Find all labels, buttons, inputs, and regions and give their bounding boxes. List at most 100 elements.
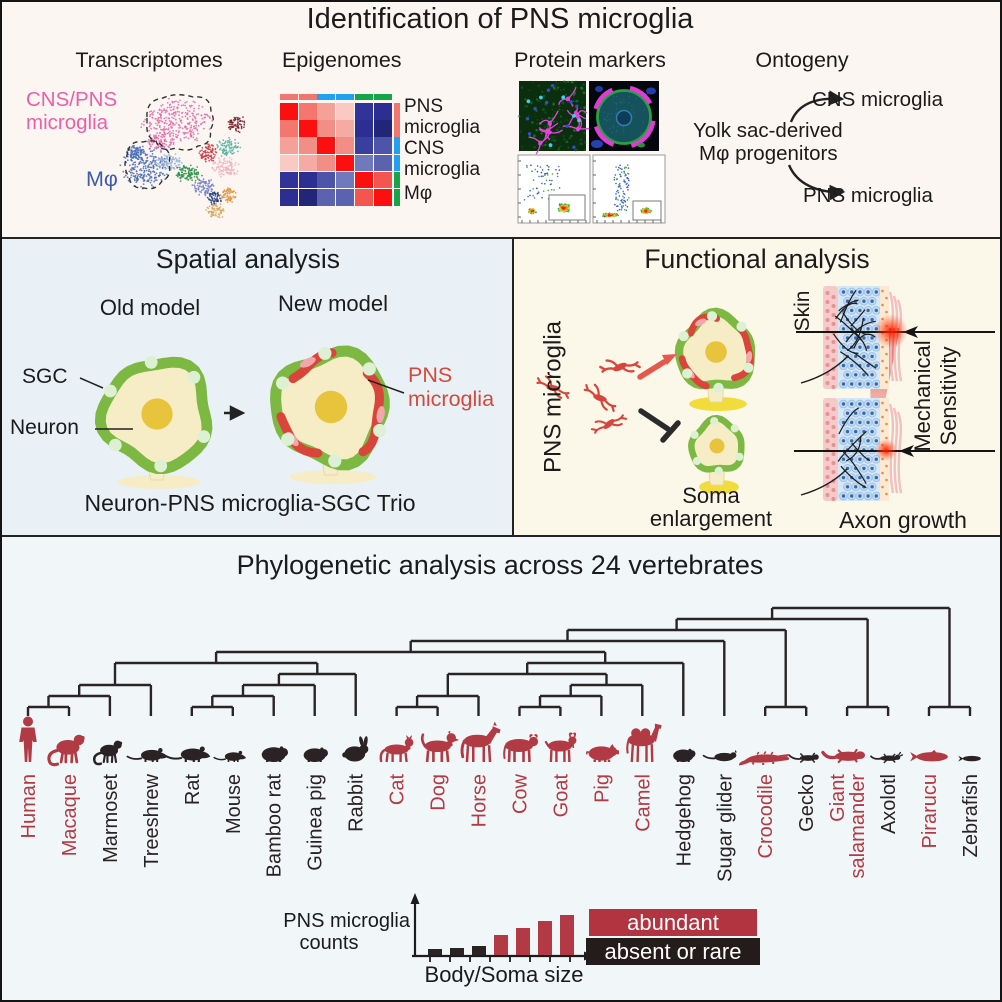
umap-outline-macrophage-cluster	[124, 140, 171, 190]
animal-label-goat: Goat	[550, 774, 572, 818]
animal-label-crocodile: Crocodile	[755, 774, 777, 858]
animal-silhouette-sugar-glider	[702, 749, 737, 762]
heatmap-column-group-bar	[354, 94, 373, 100]
mechanical-label-line1: Mechanical	[910, 340, 935, 452]
animal-silhouette-cow	[503, 734, 539, 763]
animal-silhouette-rat	[164, 746, 211, 762]
heatmap-cell	[354, 103, 373, 120]
normal-neuron	[688, 414, 745, 494]
animal-silhouette-dog	[420, 731, 460, 763]
heatmap-row-group-bar	[393, 137, 400, 154]
flow-cytometry-plot-left	[517, 154, 591, 224]
functional-title: Functional analysis	[644, 244, 870, 274]
inset-bar	[428, 949, 442, 955]
neuron-label: Neuron	[10, 416, 79, 439]
animal-label-macaque: Macaque	[59, 774, 81, 856]
animal-label-horse: Horse	[469, 774, 491, 827]
ontogeny-heading: Ontogeny	[755, 48, 849, 72]
heatmap-row-label-macrophage: Mφ	[404, 183, 433, 204]
umap-plot	[119, 97, 246, 219]
animal-label-treeshrew: Treeshrew	[141, 773, 163, 867]
animal-label-giant-salamander-line2: salamander	[847, 774, 869, 879]
animal-label-cow: Cow	[510, 773, 532, 814]
animal-label-zebrafish: Zebrafish	[960, 774, 982, 857]
old-model-neuron	[94, 355, 213, 489]
heatmap-column-group-bar	[280, 94, 299, 100]
heatmap-cell	[373, 120, 392, 137]
umap-label-cns-pns-line2: microglia	[26, 111, 109, 134]
animal-silhouette-mouse	[213, 750, 247, 762]
animal-label-dog: Dog	[428, 774, 450, 811]
inset-bar	[516, 928, 530, 955]
flow-cytometry-plot-right	[592, 154, 666, 224]
heatmap-row-group-bar	[393, 189, 400, 206]
heatmap-cell	[280, 171, 298, 189]
sensitivity-label-line2: Sensitivity	[936, 346, 961, 446]
animal-label-bamboo-rat: Bamboo rat	[264, 774, 286, 878]
heatmap-cell	[354, 189, 373, 206]
heatmap-cell	[373, 137, 392, 154]
arrow-to-pns-microglia	[787, 164, 846, 201]
heatmap-cell	[373, 103, 392, 120]
functional-pns-microglia-label: PNS microglia	[539, 320, 567, 474]
new-model-neuron	[270, 345, 390, 484]
pns-microglia-cell	[583, 383, 617, 412]
heatmap-cell	[317, 103, 336, 120]
heatmap-column-group-bar	[336, 94, 355, 100]
heatmap-cell	[373, 154, 392, 172]
heatmap-cell	[354, 120, 373, 137]
heatmap-row-group-bar	[393, 103, 400, 120]
activation-arrowhead	[662, 354, 677, 365]
heatmap-cell	[336, 137, 355, 154]
animal-silhouette-horse	[460, 721, 501, 763]
heatmap-cell	[317, 189, 336, 206]
animal-label-human: Human	[18, 774, 40, 838]
enlarged-neuron	[674, 307, 756, 411]
figure-title: Identification of PNS microglia	[306, 3, 694, 35]
animal-silhouette-crocodile	[739, 751, 790, 766]
animal-label-giant-salamander-line1: Giant	[827, 774, 849, 822]
mechanical-sensitivity-label: Mechanical Sensitivity	[910, 340, 962, 451]
epigenomes-heading: Epigenomes	[282, 48, 402, 72]
phylogenetic-tree	[26, 606, 972, 716]
ontogeny-arrows	[787, 90, 846, 201]
heatmap-cell	[298, 189, 317, 206]
legend-absent-or-rare: absent or rare	[586, 938, 760, 965]
heatmap-cell	[373, 171, 392, 189]
nerve-activity-glow-bottom	[875, 439, 897, 461]
animal-silhouette-rabbit	[342, 736, 369, 762]
pns-microglia-cell	[536, 375, 570, 399]
axon-arrowhead-top	[903, 326, 918, 338]
phylo-title: Phylogenetic analysis across 24 vertebra…	[236, 550, 764, 580]
animal-label-mouse: Mouse	[223, 774, 245, 834]
animal-silhouette-treeshrew	[126, 748, 168, 762]
heatmap-cell	[280, 189, 298, 206]
legend-abundant: abundant	[589, 909, 757, 936]
heatmap-column-group-bar	[298, 94, 317, 100]
inset-bar	[560, 915, 574, 955]
heatmap-cell	[280, 154, 298, 172]
animal-silhouette-guinea-pig	[303, 747, 328, 762]
animal-label-pirarucu: Pirarucu	[919, 774, 941, 848]
inset-bar-chart	[410, 893, 595, 962]
heatmap-cell	[317, 137, 336, 154]
ontogeny-source-line2: Mφ progenitors	[699, 142, 838, 165]
animal-silhouette-axolotl	[870, 751, 904, 764]
spatial-title: Spatial analysis	[155, 244, 341, 274]
heatmap-cell	[298, 171, 317, 189]
heatmap-cell	[336, 189, 355, 206]
axon-growth-label: Axon growth	[839, 507, 967, 533]
animal-silhouette-human	[19, 716, 37, 762]
ontogeny-source-line1: Yolk sac-derived	[693, 119, 843, 142]
epigenome-heatmap	[280, 94, 404, 212]
nerve-activity-glow-top	[874, 314, 908, 348]
inset-ylabel-line1: PNS microglia	[283, 910, 410, 932]
pns-microglia-label-line1: PNS	[408, 363, 453, 387]
heatmap-row-group-bar	[393, 120, 400, 137]
animal-label-rabbit: Rabbit	[346, 774, 368, 832]
animal-label-pig: Pig	[591, 774, 613, 803]
divider-horizontal-top	[2, 237, 1000, 240]
inset-bar	[472, 946, 486, 955]
animal-label-rat: Rat	[182, 774, 204, 806]
